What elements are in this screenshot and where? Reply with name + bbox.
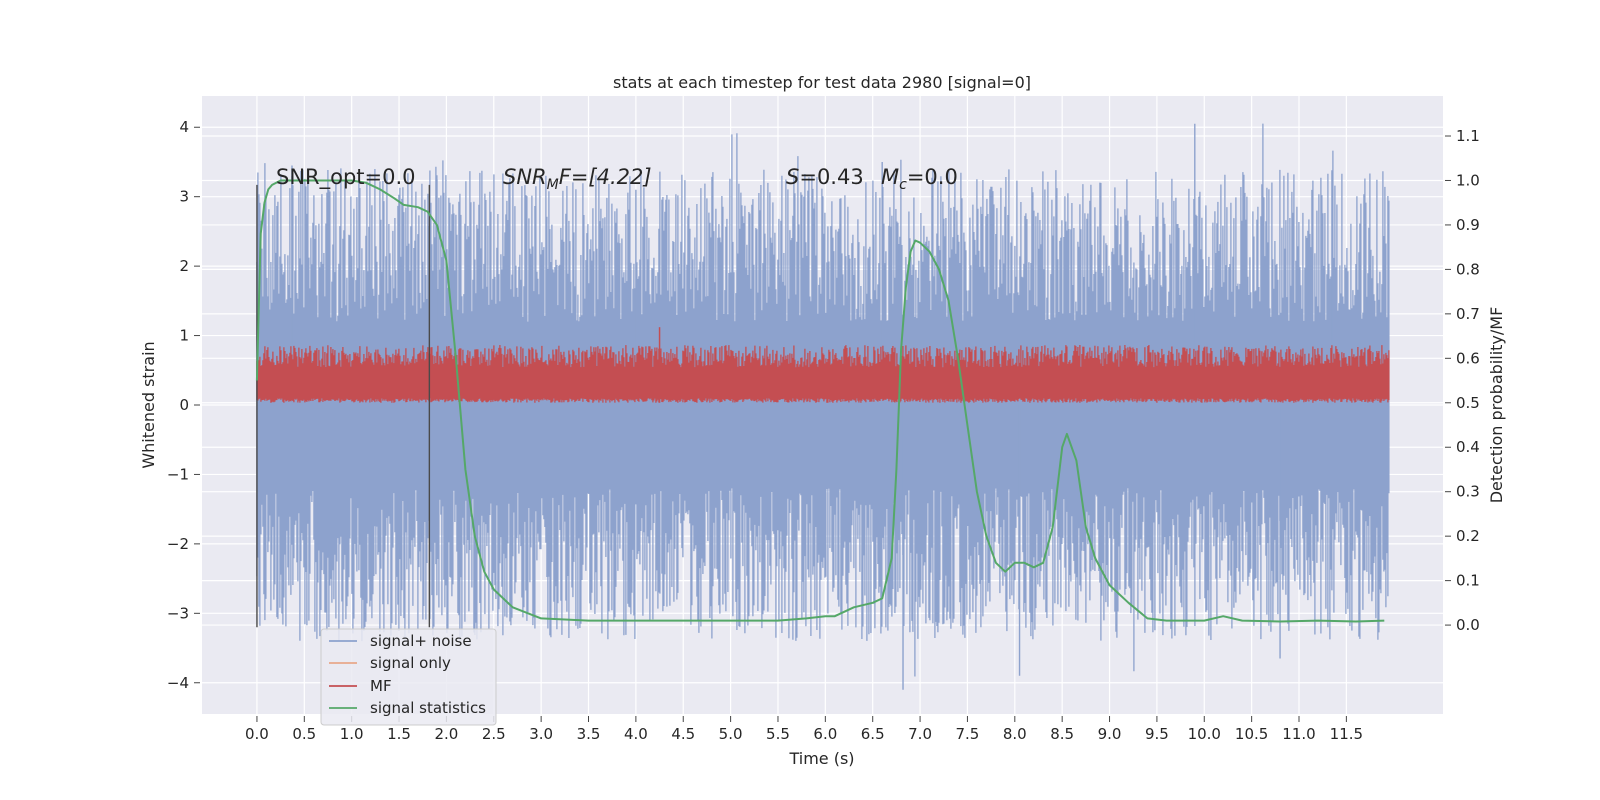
x-tick-label: 4.0 [624,725,648,743]
x-tick-label: 1.5 [387,725,411,743]
annotation-mc-value: =0.0 [907,165,958,189]
legend-label-signal-noise: signal+ noise [370,632,472,650]
y-axis-label: Whitened strain [139,341,158,468]
legend-box [320,628,497,726]
x-tick-label: 10.5 [1235,725,1268,743]
x-tick-label: 7.0 [908,725,932,743]
y2-tick-label: 0.5 [1456,394,1480,412]
y-tick-label: −4 [167,674,189,692]
annotation-s-symbol: S [786,165,799,189]
vertical-markers [256,184,431,628]
legend-label-signal-statistics: signal statistics [370,699,486,717]
x-tick-label: 0.0 [245,725,269,743]
x-tick-label: 11.5 [1330,725,1363,743]
y2-tick-label: 0.2 [1456,527,1480,545]
y-tick-label: 0 [179,396,189,414]
x-tick-label: 5.0 [719,725,743,743]
annotation-mc: Mc=0.0 [881,165,958,193]
y2-tick-label: 1.1 [1456,127,1480,145]
annotation-s: S=0.43 [786,165,864,189]
legend: signal+ noise signal only MF signal stat… [320,628,497,726]
annotation-snr-mf: SNRMF=[4.22] [503,165,652,193]
x-tick-label: 3.5 [577,725,601,743]
y-tick-label: 3 [179,188,189,206]
signal-statistics-line [255,179,1385,623]
y-tick-label: 4 [179,118,189,136]
x-tick-label: 10.0 [1188,725,1221,743]
x-tick-label: 9.0 [1098,725,1122,743]
x-tick-label: 6.0 [813,725,837,743]
y-tick-label: 2 [179,257,189,275]
annotation-mc-subscript: c [899,177,907,193]
y-tick-label: −1 [167,465,189,483]
legend-label-signal-only: signal only [370,654,451,672]
x-tick-label: 7.5 [956,725,980,743]
y2-tick-label: 0.7 [1456,305,1480,323]
x-tick-label: 6.5 [861,725,885,743]
annotation-snr-mf-subscript: M [547,177,559,193]
annotation-snr-opt: SNR_opt=0.0 [276,165,416,190]
series-signal-statistics [255,179,1385,623]
y2-tick-label: 0.1 [1456,572,1480,590]
y2-tick-label: 0.6 [1456,349,1480,367]
legend-label-mf: MF [370,677,392,695]
y2-tick-label: 1.0 [1456,171,1480,189]
x-tick-label: 4.5 [671,725,695,743]
y2-axis-label: Detection probability/MF [1487,307,1506,504]
x-tick-label: 0.5 [292,725,316,743]
chart-title: stats at each timestep for test data 298… [613,73,1031,92]
x-tick-label: 3.0 [529,725,553,743]
y2-tick-label: 0.3 [1456,483,1480,501]
x-tick-label: 1.0 [340,725,364,743]
annotation-snr-mf-symbol: SNR [503,165,547,189]
annotation-s-value: =0.43 [799,165,863,189]
y2-tick-label: 0.0 [1456,616,1480,634]
x-tick-label: 5.5 [766,725,790,743]
annotation-mc-symbol: M [881,165,899,189]
y-tick-label: −3 [167,604,189,622]
x-tick-label: 2.5 [482,725,506,743]
x-tick-label: 2.0 [434,725,458,743]
tick-labels: 0.0 0.5 1.0 1.5 2.0 2.5 3.0 3.5 4.0 4.5 5.0 5.5 6.0 6… [167,118,1480,743]
x-tick-label: 8.0 [1003,725,1027,743]
x-tick-label: 11.0 [1282,725,1315,743]
x-axis-label: Time (s) [788,749,854,768]
x-tick-label: 8.5 [1050,725,1074,743]
x-tick-label: 9.5 [1145,725,1169,743]
y2-tick-label: 0.8 [1456,260,1480,278]
y2-tick-label: 0.4 [1456,438,1480,456]
y-tick-label: 1 [179,327,189,345]
annotation-snr-mf-value: F=[4.22] [559,165,652,189]
y2-tick-label: 0.9 [1456,216,1480,234]
y-tick-label: −2 [167,535,189,553]
